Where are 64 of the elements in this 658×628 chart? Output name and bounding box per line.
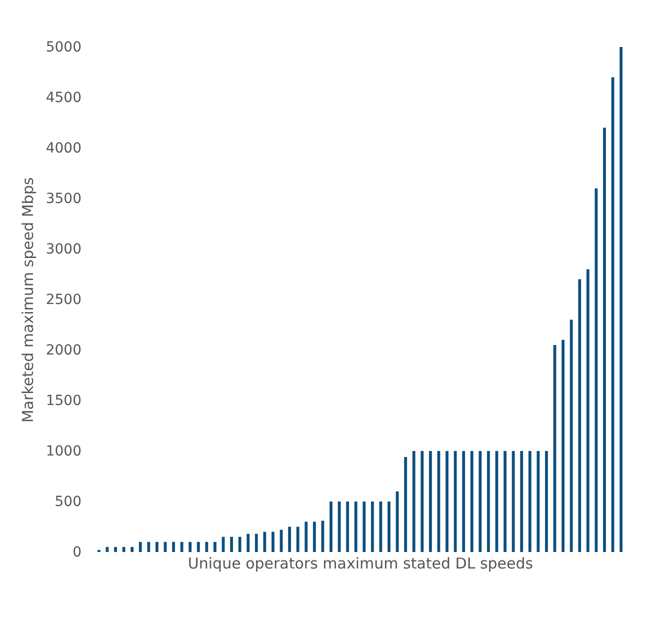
bar xyxy=(362,502,366,552)
y-tick-label: 3500 xyxy=(46,191,82,207)
y-tick-label: 1000 xyxy=(46,444,82,460)
bar xyxy=(354,502,358,552)
bar xyxy=(420,451,424,552)
bar xyxy=(586,269,590,552)
bar xyxy=(188,542,192,552)
bar xyxy=(156,542,158,552)
bar xyxy=(288,526,292,552)
bar xyxy=(230,536,233,552)
bar xyxy=(504,451,506,552)
bar xyxy=(446,451,448,552)
bar xyxy=(138,542,142,552)
bar xyxy=(620,47,623,552)
y-tick-label: 4500 xyxy=(46,90,82,106)
bar xyxy=(487,451,490,552)
y-tick-label: 2000 xyxy=(46,342,82,358)
bar xyxy=(272,532,274,552)
bar xyxy=(404,457,408,552)
y-tick-label: 500 xyxy=(54,494,82,510)
y-axis-title: Marketed maximum speed Mbps xyxy=(18,177,37,423)
bar xyxy=(536,451,540,552)
bar xyxy=(254,534,258,552)
bar xyxy=(238,536,242,552)
bar xyxy=(520,451,524,552)
bar xyxy=(122,546,126,552)
y-tick-label: 3000 xyxy=(46,242,82,258)
bar xyxy=(603,128,606,552)
bar xyxy=(196,542,200,552)
y-tick-label: 1500 xyxy=(46,393,82,409)
bar xyxy=(594,188,598,552)
bar xyxy=(454,451,457,552)
y-tick-label: 0 xyxy=(72,544,82,560)
bar xyxy=(263,532,266,552)
bar xyxy=(412,451,416,552)
bar xyxy=(512,451,515,552)
bar xyxy=(562,340,564,552)
bar xyxy=(214,542,216,552)
y-tick-label: 2500 xyxy=(46,292,82,308)
bar xyxy=(246,534,250,552)
bar xyxy=(147,542,150,552)
y-tick-label: 4000 xyxy=(46,140,82,156)
bar xyxy=(428,451,432,552)
bar xyxy=(346,502,350,552)
bar xyxy=(296,526,300,552)
bar xyxy=(114,546,117,552)
bar xyxy=(578,279,582,552)
bar xyxy=(388,502,390,552)
bar xyxy=(180,542,184,552)
bar xyxy=(570,320,573,552)
bar xyxy=(478,451,482,552)
bar xyxy=(330,502,332,552)
bar xyxy=(545,451,548,552)
bar xyxy=(370,502,374,552)
bar xyxy=(312,522,316,552)
bar xyxy=(172,542,175,552)
bar xyxy=(470,451,474,552)
y-tick-label: 5000 xyxy=(46,40,82,56)
bar xyxy=(304,522,308,552)
bar xyxy=(462,451,466,552)
bar xyxy=(205,542,208,552)
x-axis-title: Unique operators maximum stated DL speeds xyxy=(188,554,534,572)
bar xyxy=(528,451,532,552)
bar xyxy=(130,546,134,552)
